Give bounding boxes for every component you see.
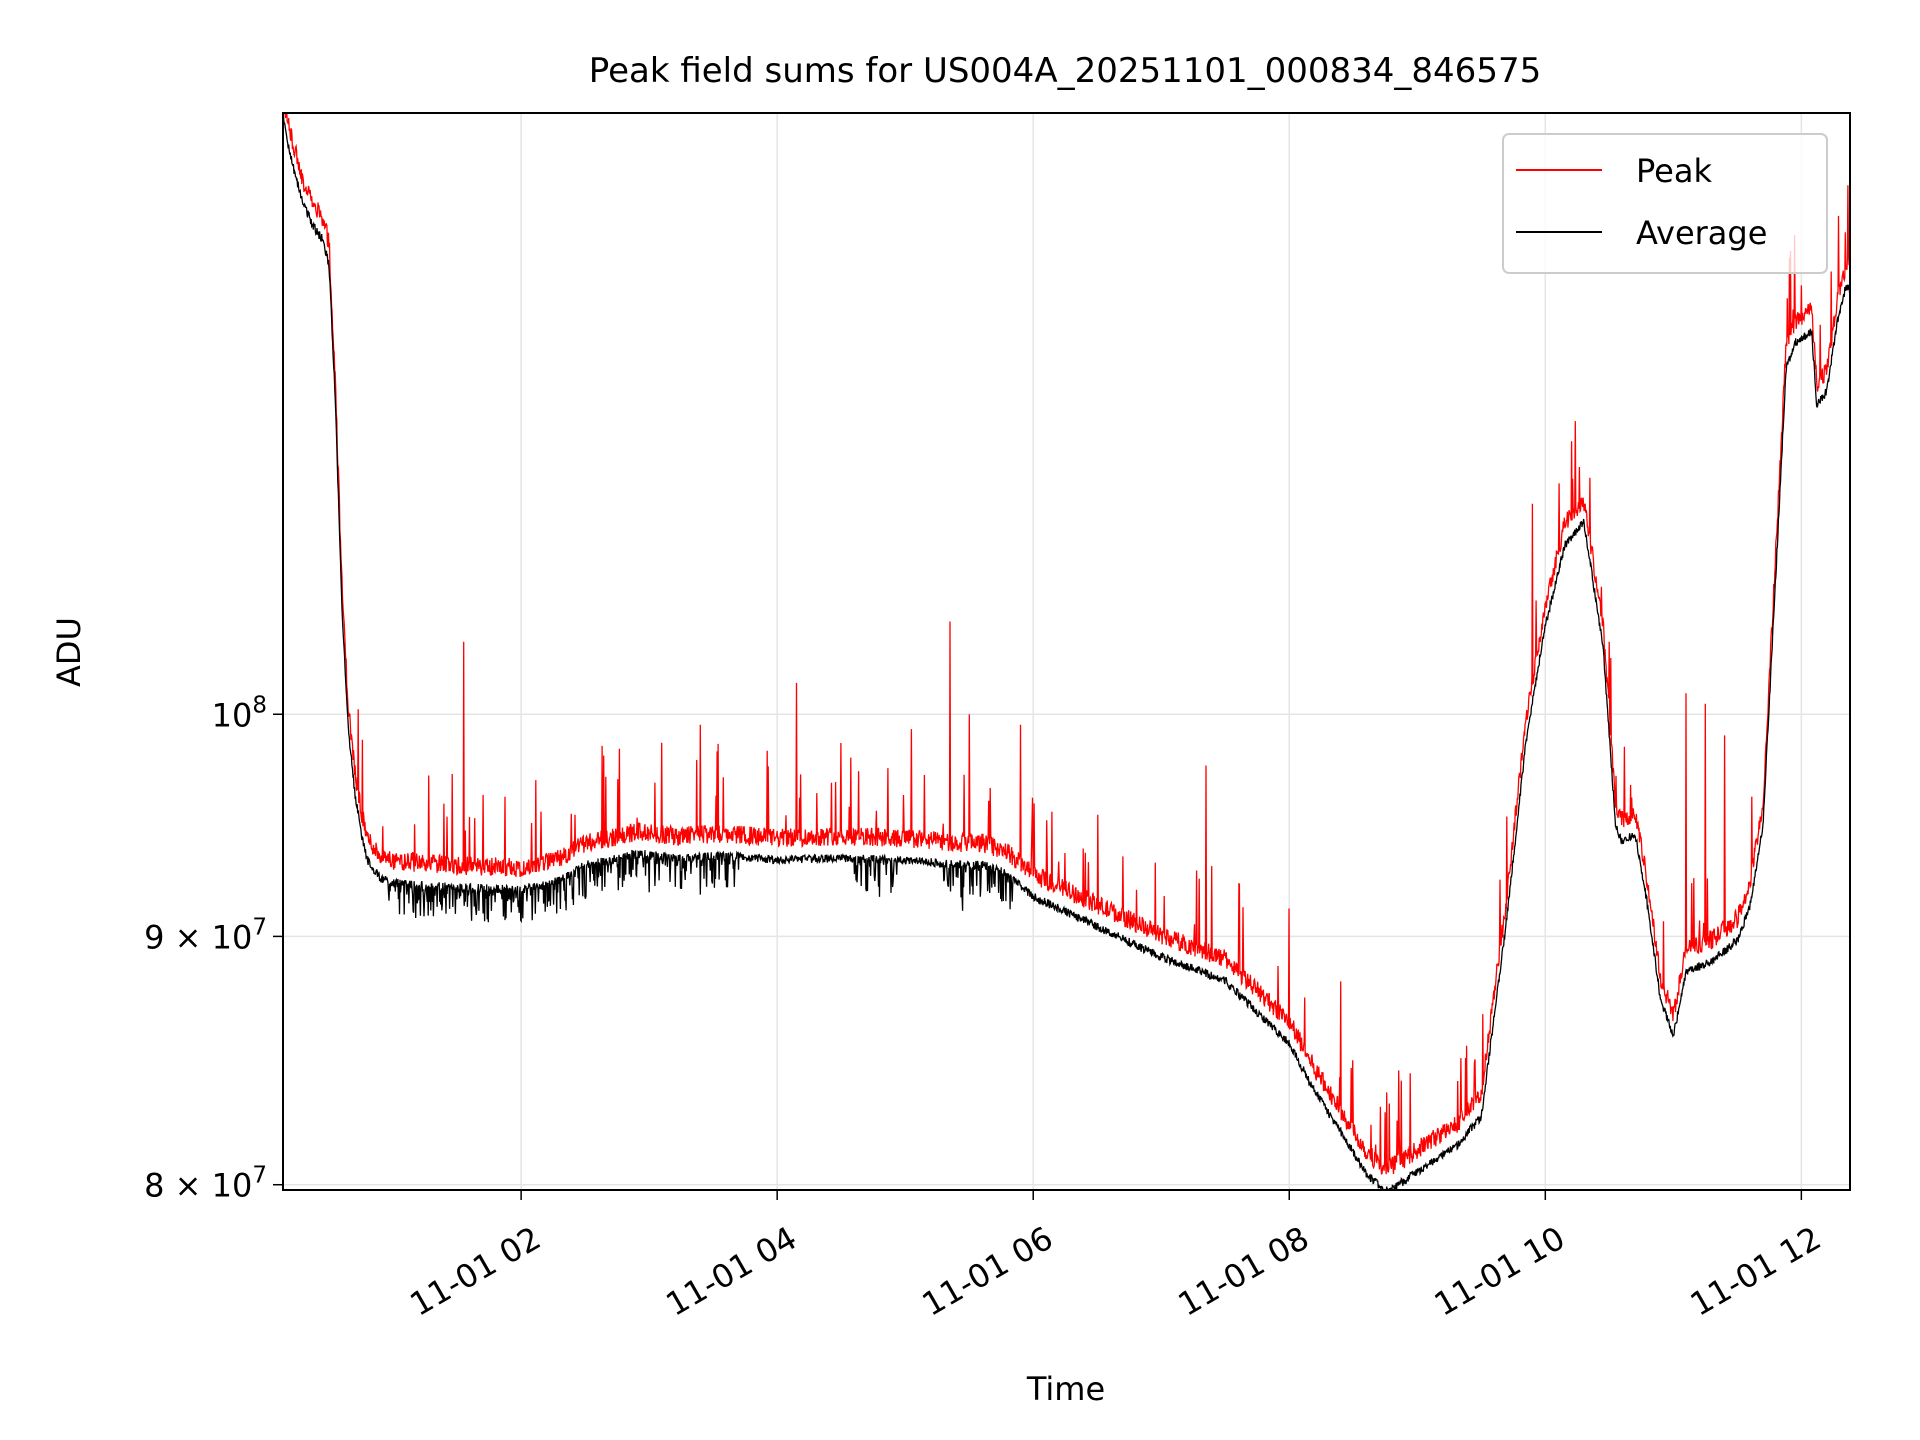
legend-box — [1502, 133, 1828, 274]
legend-average-label: Average — [1636, 214, 1767, 252]
legend-peak-label: Peak — [1636, 152, 1712, 190]
average-series-line — [283, 116, 1850, 1190]
y-tick-label: 9 × 107 — [144, 914, 267, 956]
grid-layer — [283, 113, 1850, 1190]
plot-frame — [282, 112, 1851, 1191]
y-axis-label: ADU — [50, 617, 88, 687]
chart-title: Peak field sums for US004A_20251101_0008… — [589, 51, 1541, 91]
series-layer — [283, 113, 1850, 1190]
x-axis-label: Time — [1026, 1370, 1105, 1408]
peak-series-line — [284, 113, 1850, 1175]
y-tick-label: 108 — [212, 692, 267, 734]
y-tick-label: 8 × 107 — [144, 1163, 267, 1205]
legend: Peak Average — [1502, 133, 1828, 274]
